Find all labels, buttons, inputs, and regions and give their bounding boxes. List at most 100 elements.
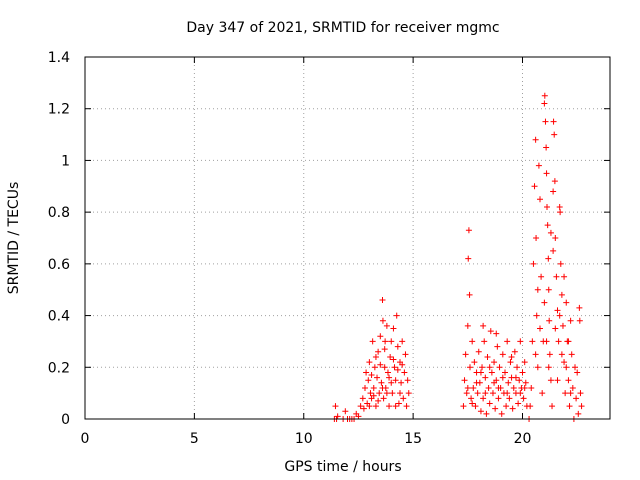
data-point: [388, 379, 395, 386]
data-point: [355, 413, 362, 420]
data-point: [366, 359, 373, 366]
data-point: [514, 364, 521, 371]
data-point: [465, 227, 472, 234]
data-point: [399, 361, 406, 368]
data-point: [465, 255, 472, 262]
data-point: [370, 384, 377, 391]
data-point: [544, 222, 551, 229]
data-point: [487, 328, 494, 335]
data-point: [376, 390, 383, 397]
data-point: [392, 377, 399, 384]
data-point: [563, 299, 570, 306]
data-point: [372, 353, 379, 360]
data-point: [554, 307, 561, 314]
data-point: [371, 364, 378, 371]
x-tick-label: 20: [514, 431, 532, 447]
data-point: [534, 286, 541, 293]
data-point: [556, 312, 563, 319]
data-point: [386, 403, 393, 410]
data-point: [477, 408, 484, 415]
data-point: [403, 403, 410, 410]
data-point: [390, 325, 397, 332]
data-point: [379, 297, 386, 304]
data-point: [395, 400, 402, 407]
data-point: [552, 235, 559, 241]
data-point: [517, 390, 524, 397]
data-point: [495, 395, 502, 402]
data-point: [372, 403, 379, 410]
y-tick-labels: 0 0.2 0.4 0.6 0.8 1 1.2 1.4: [48, 50, 70, 428]
y-tick-label: 1: [61, 153, 70, 169]
data-point: [386, 374, 393, 381]
data-point: [578, 403, 585, 410]
data-point: [378, 379, 385, 386]
data-point: [520, 395, 527, 402]
data-point: [491, 359, 498, 366]
data-point: [508, 353, 515, 360]
data-point: [503, 403, 510, 410]
data-point: [543, 338, 550, 345]
data-point: [537, 196, 543, 203]
data-point: [474, 390, 481, 397]
data-point: [482, 374, 489, 381]
data-point: [509, 405, 516, 412]
data-point: [533, 312, 540, 319]
data-point: [375, 348, 382, 355]
data-point: [362, 384, 368, 391]
x-tick-label: 10: [295, 431, 313, 447]
data-point: [342, 408, 349, 415]
data-point: [480, 395, 487, 402]
y-tick-label: 0.6: [48, 257, 70, 273]
data-point: [484, 353, 491, 360]
data-point: [483, 410, 490, 417]
data-point: [469, 338, 476, 345]
data-point: [461, 377, 468, 384]
data-point: [482, 390, 489, 397]
data-point: [521, 359, 528, 366]
data-point: [481, 338, 488, 345]
data-point: [542, 118, 549, 125]
data-point: [468, 395, 475, 402]
data-point: [397, 390, 403, 397]
data-point: [379, 384, 386, 391]
data-point: [357, 403, 364, 410]
data-point: [515, 400, 522, 407]
data-point: [495, 384, 502, 391]
data-point: [488, 369, 495, 376]
data-point: [522, 379, 529, 386]
data-point: [464, 384, 471, 391]
y-tick-label: 1.2: [48, 102, 70, 118]
data-point: [552, 325, 559, 332]
data-point: [462, 351, 469, 358]
y-tick-label: 0.8: [48, 205, 70, 221]
data-point: [541, 100, 548, 107]
data-point: [533, 235, 540, 241]
data-point: [377, 361, 384, 368]
data-point: [546, 317, 553, 324]
data-point: [543, 170, 550, 177]
data-point: [546, 351, 553, 358]
data-point: [506, 395, 513, 402]
data-point: [504, 338, 511, 345]
y-tick-label: 0.2: [48, 360, 70, 376]
data-point: [389, 390, 396, 397]
data-point: [498, 410, 505, 417]
data-point: [387, 353, 394, 360]
data-point: [545, 286, 552, 293]
data-point: [559, 322, 566, 329]
data-point: [575, 410, 582, 417]
x-tick-label: 15: [404, 431, 422, 447]
y-axis-label: SRMTID / TECUs: [6, 182, 22, 295]
data-point: [572, 364, 578, 371]
data-point: [375, 397, 382, 404]
data-point: [467, 364, 473, 371]
data-point: [568, 351, 575, 358]
data-point: [521, 384, 528, 391]
data-point: [551, 131, 558, 138]
data-point: [360, 405, 367, 412]
data-point: [547, 229, 554, 236]
data-point: [511, 348, 518, 355]
data-point: [377, 333, 384, 340]
data-point: [554, 377, 561, 384]
data-point: [516, 377, 523, 384]
